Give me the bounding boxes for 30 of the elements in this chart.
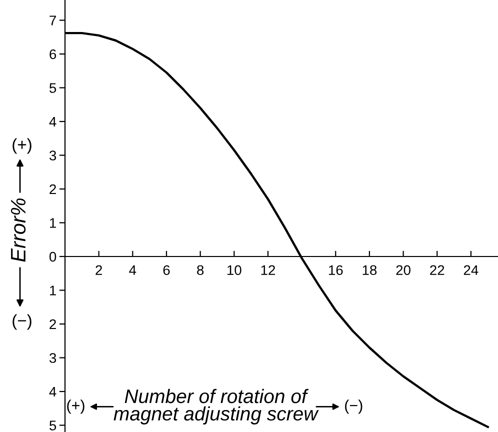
x-axis-title: Number of rotation of magnet adjusting screw bbox=[114, 388, 319, 424]
y-tick-label: 4 bbox=[49, 386, 56, 397]
x-tick-label: 8 bbox=[197, 265, 204, 276]
y-tick-label: 1 bbox=[50, 218, 56, 228]
x-tick-label: 18 bbox=[362, 265, 377, 276]
x-tick-label: 24 bbox=[464, 265, 478, 275]
y-tick-label: 6 bbox=[50, 49, 56, 60]
x-tick-label: 10 bbox=[227, 265, 242, 276]
y-tick-label: 2 bbox=[50, 319, 56, 330]
text: (−) bbox=[12, 314, 32, 330]
y-tick-label: 4 bbox=[49, 116, 56, 127]
y-tick-label: 7 bbox=[50, 16, 56, 26]
y-tick-label: 3 bbox=[49, 150, 56, 160]
y-tick-label: 1 bbox=[50, 286, 56, 296]
y-tick-label: 3 bbox=[49, 353, 56, 363]
x-tick-label: 12 bbox=[261, 265, 275, 275]
y-tick-label: 5 bbox=[50, 420, 56, 430]
y-axis-title: Error% bbox=[10, 198, 26, 262]
annotation: (+) bbox=[67, 400, 84, 414]
x-tick-label: 2 bbox=[96, 265, 102, 275]
annotation: (−) bbox=[345, 400, 362, 414]
y-tick-label: 5 bbox=[50, 83, 56, 93]
y-tick-label: 0 bbox=[49, 252, 56, 262]
x-tick-label: 6 bbox=[163, 265, 170, 276]
x-tick-label: 16 bbox=[328, 265, 343, 276]
x-tick-label: 20 bbox=[396, 265, 410, 276]
y-tick-label: 2 bbox=[50, 184, 56, 194]
x-tick-label: 22 bbox=[430, 265, 444, 275]
x-tick-label: 4 bbox=[129, 265, 136, 275]
text: (+) bbox=[12, 138, 32, 154]
